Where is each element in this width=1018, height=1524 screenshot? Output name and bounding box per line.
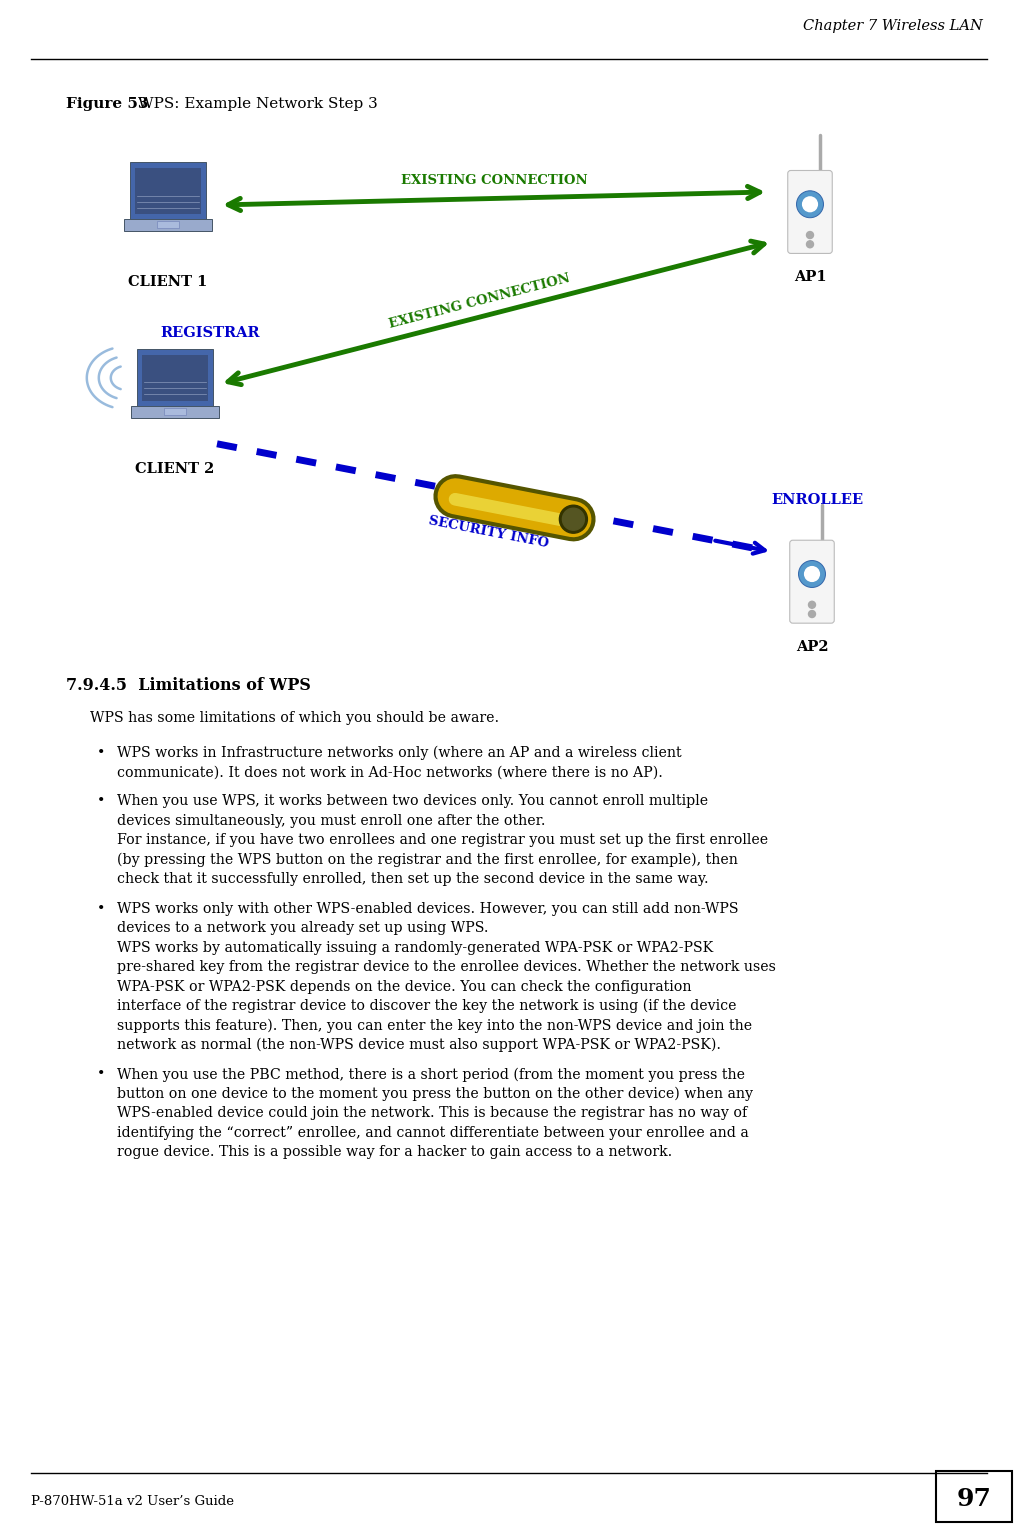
Text: WPS: Example Network Step 3: WPS: Example Network Step 3 xyxy=(138,98,378,111)
Text: network as normal (the non-WPS device must also support WPA-PSK or WPA2-PSK).: network as normal (the non-WPS device mu… xyxy=(117,1038,721,1053)
Ellipse shape xyxy=(804,565,821,582)
Text: Figure 53: Figure 53 xyxy=(66,98,149,111)
Text: devices to a network you already set up using WPS.: devices to a network you already set up … xyxy=(117,920,489,936)
Circle shape xyxy=(562,507,584,530)
Text: ENROLLEE: ENROLLEE xyxy=(771,492,863,507)
FancyArrowPatch shape xyxy=(716,541,765,553)
FancyBboxPatch shape xyxy=(143,355,208,401)
FancyBboxPatch shape xyxy=(124,219,212,232)
Text: WPA-PSK or WPA2-PSK depends on the device. You can check the configuration: WPA-PSK or WPA2-PSK depends on the devic… xyxy=(117,980,691,994)
Text: rogue device. This is a possible way for a hacker to gain access to a network.: rogue device. This is a possible way for… xyxy=(117,1145,672,1160)
Ellipse shape xyxy=(796,190,824,218)
Text: WPS has some limitations of which you should be aware.: WPS has some limitations of which you sh… xyxy=(90,710,499,724)
FancyBboxPatch shape xyxy=(788,171,833,253)
Text: 7.9.4.5  Limitations of WPS: 7.9.4.5 Limitations of WPS xyxy=(66,677,310,693)
FancyBboxPatch shape xyxy=(936,1471,1012,1521)
Text: WPS works by automatically issuing a randomly-generated WPA-PSK or WPA2-PSK: WPS works by automatically issuing a ran… xyxy=(117,940,714,954)
Text: P-870HW-51a v2 User’s Guide: P-870HW-51a v2 User’s Guide xyxy=(31,1495,233,1509)
Circle shape xyxy=(806,241,813,248)
Text: pre-shared key from the registrar device to the enrollee devices. Whether the ne: pre-shared key from the registrar device… xyxy=(117,960,776,974)
FancyBboxPatch shape xyxy=(157,221,179,229)
FancyArrowPatch shape xyxy=(228,241,765,384)
Text: check that it successfully enrolled, then set up the second device in the same w: check that it successfully enrolled, the… xyxy=(117,872,709,887)
Text: devices simultaneously, you must enroll one after the other.: devices simultaneously, you must enroll … xyxy=(117,814,546,828)
FancyArrowPatch shape xyxy=(228,186,759,210)
Text: •: • xyxy=(97,902,106,916)
Text: •: • xyxy=(97,1067,106,1081)
Text: •: • xyxy=(97,794,106,808)
Text: CLIENT 2: CLIENT 2 xyxy=(135,462,215,475)
Text: When you use the PBC method, there is a short period (from the moment you press : When you use the PBC method, there is a … xyxy=(117,1067,745,1082)
FancyBboxPatch shape xyxy=(136,349,214,407)
Text: 97: 97 xyxy=(957,1486,992,1510)
Circle shape xyxy=(806,232,813,239)
Text: For instance, if you have two enrollees and one registrar you must set up the fi: For instance, if you have two enrollees … xyxy=(117,834,769,847)
Text: AP2: AP2 xyxy=(796,640,829,654)
Ellipse shape xyxy=(798,561,826,587)
Text: When you use WPS, it works between two devices only. You cannot enroll multiple: When you use WPS, it works between two d… xyxy=(117,794,709,808)
Ellipse shape xyxy=(802,197,818,212)
Text: Chapter 7 Wireless LAN: Chapter 7 Wireless LAN xyxy=(802,18,982,32)
Text: CLIENT 1: CLIENT 1 xyxy=(128,274,208,290)
Text: (by pressing the WPS button on the registrar and the first enrollee, for example: (by pressing the WPS button on the regis… xyxy=(117,853,738,867)
Circle shape xyxy=(808,611,815,617)
Text: AP1: AP1 xyxy=(794,270,827,283)
Text: EXISTING CONNECTION: EXISTING CONNECTION xyxy=(401,174,587,187)
Circle shape xyxy=(560,506,587,533)
Circle shape xyxy=(808,602,815,608)
Text: SECURITY INFO: SECURITY INFO xyxy=(428,514,550,550)
FancyBboxPatch shape xyxy=(129,162,207,219)
Text: EXISTING CONNECTION: EXISTING CONNECTION xyxy=(388,273,571,331)
Text: WPS-enabled device could join the network. This is because the registrar has no : WPS-enabled device could join the networ… xyxy=(117,1106,747,1120)
Text: •: • xyxy=(97,745,106,759)
Text: communicate). It does not work in Ad-Hoc networks (where there is no AP).: communicate). It does not work in Ad-Hoc… xyxy=(117,765,663,779)
Text: supports this feature). Then, you can enter the key into the non-WPS device and : supports this feature). Then, you can en… xyxy=(117,1018,752,1033)
Text: WPS works in Infrastructure networks only (where an AP and a wireless client: WPS works in Infrastructure networks onl… xyxy=(117,745,682,760)
FancyBboxPatch shape xyxy=(164,408,186,415)
FancyBboxPatch shape xyxy=(130,405,219,418)
Text: interface of the registrar device to discover the key the network is using (if t: interface of the registrar device to dis… xyxy=(117,1000,736,1013)
FancyBboxPatch shape xyxy=(790,539,834,623)
Text: button on one device to the moment you press the button on the other device) whe: button on one device to the moment you p… xyxy=(117,1087,753,1102)
Text: REGISTRAR: REGISTRAR xyxy=(160,326,260,340)
Text: WPS works only with other WPS-enabled devices. However, you can still add non-WP: WPS works only with other WPS-enabled de… xyxy=(117,902,738,916)
FancyBboxPatch shape xyxy=(135,168,201,213)
Text: identifying the “correct” enrollee, and cannot differentiate between your enroll: identifying the “correct” enrollee, and … xyxy=(117,1126,749,1140)
